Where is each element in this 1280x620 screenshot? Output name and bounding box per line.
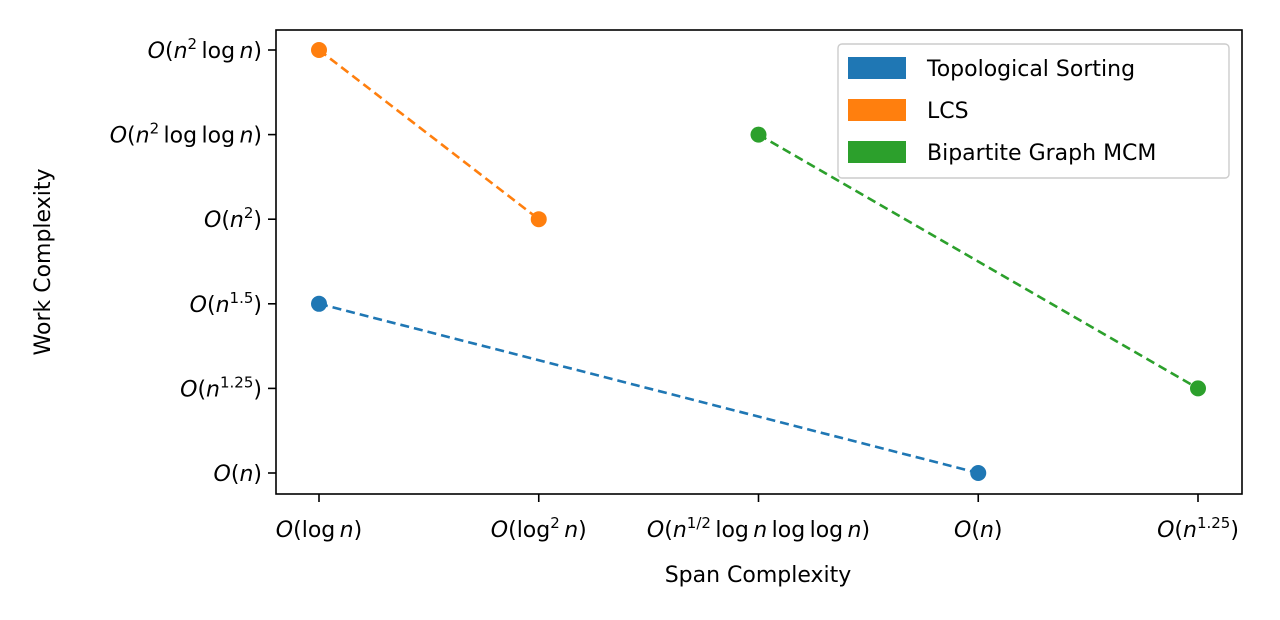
x-axis-title: Span Complexity: [665, 563, 852, 588]
series-topological-sorting: [311, 295, 987, 481]
legend-label: Bipartite Graph MCM: [927, 141, 1156, 166]
y-tick-label: O(n1.25): [180, 373, 262, 402]
x-tick-label: O(log2 n): [491, 509, 587, 543]
series-line: [318, 302, 979, 475]
y-axis: O(n) O(n1.25) O(n1.5) O(n2) O(n2 log log n) O…: [110, 30, 276, 487]
legend-box: [837, 43, 1230, 179]
series-layer: [311, 42, 1206, 481]
y-tick-label: O(n1.5): [190, 289, 262, 318]
y-tick-label: O(n): [214, 462, 262, 487]
y-axis-title: Work Complexity: [31, 169, 56, 356]
legend-swatch: [848, 99, 906, 121]
y-tick-label: O(n2 log log n): [110, 115, 262, 149]
data-point: [1190, 380, 1206, 397]
legend: Topological Sorting LCS Bipartite Graph MC…: [837, 43, 1230, 179]
x-tick-label: O(n1.25): [1157, 514, 1239, 543]
series-bipartite-graph-mcm: [750, 126, 1206, 397]
x-axis: O(log n) O(log2 n) O(n1/2 log n log log n)…: [276, 494, 1239, 543]
legend-swatch: [848, 57, 906, 79]
data-point: [530, 211, 547, 228]
data-point: [970, 465, 987, 481]
y-tick-label: O(n2 log n): [148, 30, 262, 64]
legend-label: Topological Sorting: [926, 57, 1135, 82]
x-tick-label: O(n): [954, 518, 1002, 543]
y-tick-label: O(n2): [204, 204, 262, 233]
x-tick-label: O(n1/2 log n log log n): [647, 509, 870, 543]
legend-label: LCS: [927, 99, 969, 124]
legend-swatch: [848, 141, 906, 163]
data-point: [311, 42, 327, 58]
data-point: [311, 295, 327, 312]
series-line: [757, 133, 1199, 390]
x-tick-label: O(log n): [276, 518, 362, 543]
series-line: [318, 48, 540, 221]
data-point: [750, 126, 767, 143]
series-lcs: [311, 42, 547, 228]
